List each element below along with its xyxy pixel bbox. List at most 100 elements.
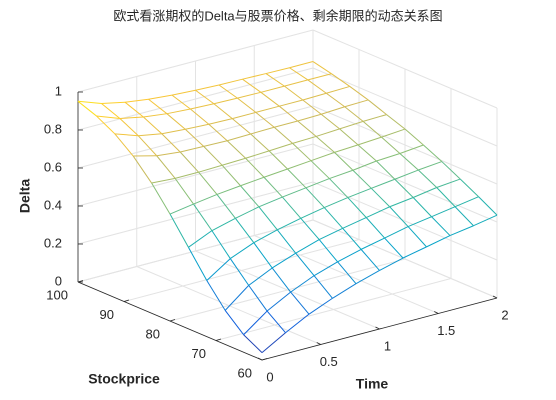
mesh-line [148, 94, 173, 100]
y-axis-label: Stockprice [88, 371, 160, 387]
mesh-line [195, 89, 215, 105]
mesh-line [313, 275, 333, 299]
mesh-line [347, 187, 372, 199]
mesh-line [284, 85, 304, 101]
mesh-line [365, 206, 390, 218]
mesh-line [119, 116, 144, 119]
mesh-line [208, 123, 228, 142]
mesh-line [305, 178, 330, 189]
x-tick-label: 0 [266, 369, 273, 384]
mesh-line [245, 150, 270, 159]
mesh-line [360, 249, 380, 271]
mesh-line [273, 126, 293, 144]
mesh-line [426, 235, 451, 248]
mesh-line [240, 176, 265, 187]
mesh-line [342, 217, 367, 229]
mesh-line [161, 128, 186, 135]
mesh-line [478, 196, 498, 216]
mesh-line [287, 160, 312, 170]
mesh-line [250, 133, 270, 152]
mesh-line [332, 283, 357, 299]
mesh-line [454, 206, 474, 227]
mesh-line [329, 169, 354, 180]
mesh-line [124, 98, 149, 103]
mesh-line [211, 230, 231, 259]
y-tick-label: 80 [146, 326, 160, 341]
mesh-line [187, 247, 208, 281]
mesh-line [274, 120, 298, 128]
mesh-line [198, 171, 218, 195]
mesh-line [329, 178, 349, 198]
mesh-line [320, 113, 340, 130]
mesh-line [229, 258, 250, 286]
mesh-line [143, 113, 167, 118]
mesh-line [166, 108, 191, 115]
mesh-line [213, 103, 233, 119]
mesh-line [193, 193, 218, 205]
mesh-line [268, 142, 293, 152]
mesh-line [242, 73, 267, 80]
mesh-line [295, 239, 320, 254]
mesh-line [344, 106, 364, 122]
mesh-line [459, 178, 479, 198]
y-tick [169, 319, 176, 322]
mesh-line [185, 123, 209, 130]
mesh-line [203, 146, 223, 166]
mesh-line [193, 203, 213, 231]
mesh-line [399, 144, 424, 154]
mesh-line [384, 237, 404, 259]
mesh-line [169, 213, 189, 248]
mesh-line [124, 101, 144, 118]
x-tick [375, 326, 380, 330]
mesh-line [221, 164, 241, 187]
y-tick-label: 100 [46, 287, 68, 302]
mesh-line [357, 136, 382, 146]
mesh-line [265, 67, 290, 75]
z-tick-label: 1 [55, 83, 62, 98]
mesh-line [337, 261, 357, 285]
mesh-line [360, 237, 385, 250]
mesh-line [300, 217, 320, 240]
mesh-line [148, 98, 168, 115]
mesh-line [310, 160, 330, 179]
mesh-line [101, 101, 126, 104]
mesh-line [218, 84, 238, 99]
mesh-line [143, 116, 163, 135]
mesh-line [386, 114, 406, 130]
mesh-line [226, 140, 246, 159]
mesh-line [171, 94, 191, 110]
mesh-line [161, 133, 181, 153]
mesh-line [297, 120, 317, 137]
mesh-line [381, 136, 401, 154]
mesh-line [213, 97, 238, 105]
mesh-line [282, 187, 307, 198]
mesh-line [347, 197, 367, 218]
mesh-line [384, 226, 409, 239]
mesh-line [221, 157, 246, 166]
y-tick [215, 338, 222, 341]
mesh-line [312, 61, 332, 75]
mesh-line [284, 79, 309, 87]
mesh-line [179, 151, 199, 173]
mesh-line [342, 227, 362, 250]
mesh-line [184, 128, 205, 147]
mesh-line [231, 118, 252, 135]
mesh-line [224, 310, 244, 336]
mesh-line [278, 105, 299, 122]
mesh-line [349, 86, 369, 101]
mesh-line [206, 280, 226, 311]
mesh-line [381, 128, 406, 138]
mesh-line [300, 207, 325, 219]
grid-line [123, 239, 360, 302]
mesh-line [271, 267, 291, 293]
x-tick-label: 2 [501, 307, 508, 322]
mesh-line [260, 91, 280, 107]
mesh-line [423, 144, 443, 162]
mesh-line [265, 73, 285, 87]
mesh-line [232, 111, 256, 120]
y-tick [77, 280, 84, 283]
y-tick-label: 70 [192, 346, 206, 361]
mesh-line [292, 143, 312, 162]
mesh-line [198, 164, 223, 173]
